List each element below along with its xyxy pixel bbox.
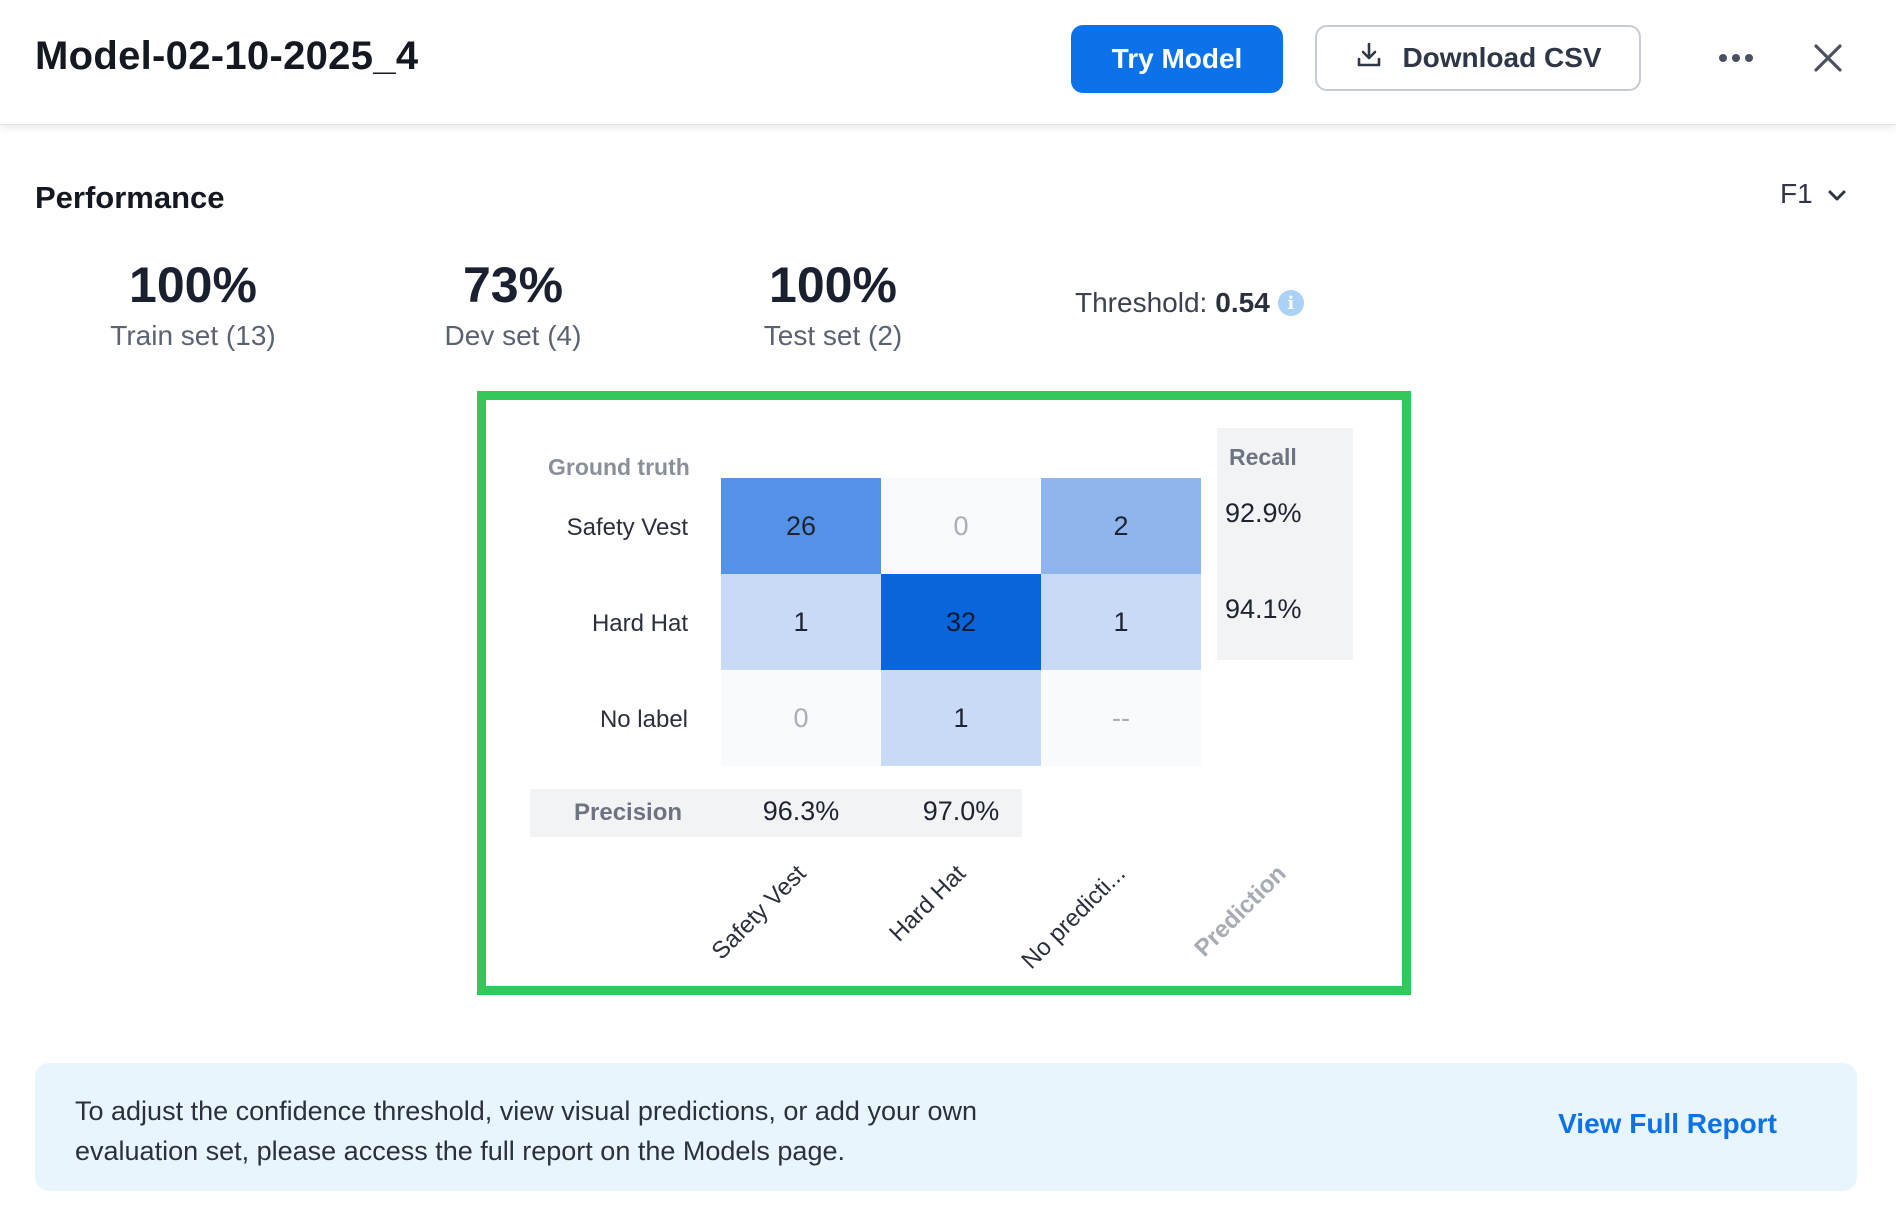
precision-value: 97.0% [922, 796, 1000, 826]
test-set-stat: 100% Test set (2) [703, 256, 963, 352]
metric-dropdown[interactable]: F1 [1780, 178, 1847, 210]
info-banner: To adjust the confidence threshold, view… [35, 1063, 1857, 1191]
row-label-hard-hat: Hard Hat [591, 610, 688, 637]
matrix-cell: 1 [721, 574, 881, 670]
banner-text-line: evaluation set, please access the full r… [75, 1136, 845, 1166]
banner-text: To adjust the confidence threshold, view… [75, 1091, 1175, 1171]
try-model-button[interactable]: Try Model [1071, 25, 1283, 93]
banner-text-line: To adjust the confidence threshold, view… [75, 1096, 978, 1126]
stat-value: 100% [129, 257, 257, 313]
download-csv-label: Download CSV [1402, 42, 1602, 73]
matrix-cell: 1 [1041, 574, 1201, 670]
model-title: Model-02-10-2025_4 [35, 34, 419, 78]
matrix-cell: 0 [881, 478, 1041, 574]
recall-column: Recall 92.9% 94.1% [1217, 428, 1353, 660]
metric-dropdown-value: F1 [1780, 178, 1813, 209]
matrix-cell: -- [1041, 670, 1201, 766]
stat-label: Dev set (4) [444, 320, 582, 351]
matrix-cell: 1 [881, 670, 1041, 766]
threshold-label: Threshold: [1075, 287, 1208, 318]
recall-value: 92.9% [1225, 498, 1302, 528]
matrix-cell: 32 [881, 574, 1041, 670]
chevron-down-icon [1827, 178, 1847, 210]
row-label-no-label: No label [599, 706, 688, 733]
prediction-axis-label: Prediction [1189, 860, 1292, 963]
recall-value: 94.1% [1225, 594, 1302, 624]
performance-title: Performance [35, 180, 225, 215]
stat-label: Test set (2) [763, 320, 903, 351]
row-label-safety-vest: Safety Vest [566, 514, 688, 541]
precision-row: Precision 96.3% 97.0% [530, 789, 1022, 837]
column-label-no-prediction: No predicti... [1016, 860, 1132, 975]
train-set-stat: 100% Train set (13) [63, 256, 323, 352]
column-label-hard-hat: Hard Hat [884, 860, 972, 948]
threshold-value: 0.54 [1215, 287, 1270, 318]
matrix-cell: 26 [721, 478, 881, 574]
view-full-report-link[interactable]: View Full Report [1558, 1108, 1777, 1139]
download-icon [1354, 40, 1384, 77]
header-bar: Model-02-10-2025_4 Try Model Download CS… [0, 0, 1896, 125]
matrix-cell: 2 [1041, 478, 1201, 574]
stat-value: 73% [462, 257, 564, 313]
recall-header: Recall [1229, 444, 1297, 470]
confusion-matrix: Ground truth Safety Vest Hard Hat No lab… [477, 391, 1411, 995]
info-icon[interactable]: i [1277, 290, 1304, 316]
threshold-readout: Threshold: 0.54 i [1075, 287, 1304, 319]
more-options-icon[interactable] [1708, 30, 1764, 86]
precision-value: 96.3% [762, 796, 840, 826]
dev-set-stat: 73% Dev set (4) [383, 256, 643, 352]
close-icon[interactable] [1800, 30, 1856, 86]
column-label-safety-vest: Safety Vest [706, 860, 812, 965]
precision-header: Precision [574, 799, 683, 826]
stat-value: 100% [769, 257, 897, 313]
ground-truth-header: Ground truth [548, 454, 690, 480]
stat-label: Train set (13) [110, 320, 276, 351]
download-csv-button[interactable]: Download CSV [1315, 25, 1641, 91]
matrix-cell: 0 [721, 670, 881, 766]
